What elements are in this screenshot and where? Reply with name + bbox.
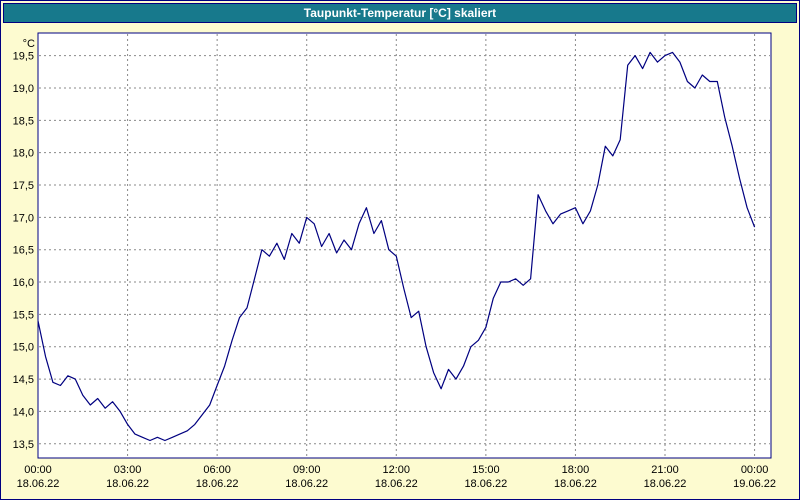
x-tick-time: 03:00 [114, 464, 142, 476]
chart-title: Taupunkt-Temperatur [°C] skaliert [303, 6, 497, 20]
y-tick-label: 16,5 [13, 245, 34, 257]
y-tick-label: 18,5 [13, 115, 34, 127]
x-tick-date: 18.06.22 [285, 478, 328, 490]
plot-area [37, 32, 772, 459]
y-tick-label: 18,0 [13, 148, 34, 160]
y-tick-label: 19,5 [13, 51, 34, 63]
y-tick-label: 15,0 [13, 342, 34, 354]
x-tick-time: 09:00 [293, 464, 321, 476]
y-tick-label: 17,0 [13, 212, 34, 224]
y-tick-label: 14,0 [13, 406, 34, 418]
y-axis-unit-label: °C [23, 38, 35, 50]
x-tick-date: 19.06.22 [733, 478, 776, 490]
x-tick-date: 18.06.22 [554, 478, 597, 490]
y-tick-label: 13,5 [13, 439, 34, 451]
x-tick-time: 06:00 [203, 464, 231, 476]
x-tick-time: 21:00 [651, 464, 679, 476]
y-tick-label: 14,5 [13, 374, 34, 386]
x-tick-time: 00:00 [741, 464, 769, 476]
y-tick-label: 17,5 [13, 180, 34, 192]
x-tick-date: 18.06.22 [644, 478, 687, 490]
y-tick-label: 15,5 [13, 309, 34, 321]
y-tick-label: 19,0 [13, 83, 34, 95]
x-tick-time: 18:00 [562, 464, 590, 476]
temperature-line [37, 51, 756, 442]
x-tick-time: 12:00 [383, 464, 411, 476]
x-tick-date: 18.06.22 [464, 478, 507, 490]
chart-title-bar: Taupunkt-Temperatur [°C] skaliert [3, 3, 797, 23]
chart-canvas: 19,5 19,0 18,5 18,0 17,5 17,0 16,5 16,0 15,5 15,0… [13, 32, 776, 490]
y-tick-label: 16,0 [13, 277, 34, 289]
x-tick-date: 18.06.22 [106, 478, 149, 490]
x-tick-date: 18.06.22 [17, 478, 60, 490]
x-tick-date: 18.06.22 [196, 478, 239, 490]
x-tick-time: 00:00 [24, 464, 52, 476]
x-tick-date: 18.06.22 [375, 478, 418, 490]
x-tick-time: 15:00 [472, 464, 500, 476]
